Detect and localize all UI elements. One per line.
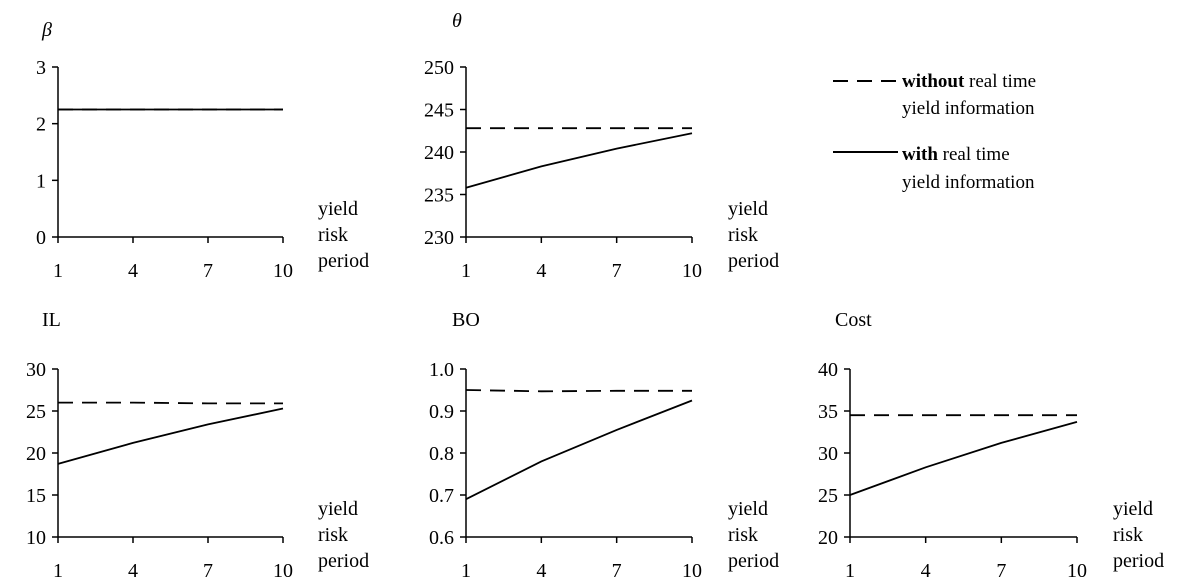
x-axis-label-line: yield bbox=[1113, 498, 1153, 520]
y-tick-label: 245 bbox=[424, 100, 454, 122]
y-tick-label: 3 bbox=[36, 57, 46, 79]
series-line-solid bbox=[465, 132, 693, 189]
series-line-solid bbox=[57, 407, 284, 465]
y-tick-label: 0.6 bbox=[429, 527, 454, 549]
x-axis-label-line: yield bbox=[318, 198, 358, 220]
y-tick-label: 40 bbox=[818, 359, 838, 381]
x-tick-label: 7 bbox=[996, 560, 1006, 582]
x-axis-label-line: period bbox=[728, 250, 779, 272]
y-tick-label: 0.9 bbox=[429, 401, 454, 423]
chart-title: IL bbox=[42, 309, 61, 331]
x-tick-label: 1 bbox=[53, 560, 63, 582]
series-line-dashed bbox=[58, 401, 283, 405]
legend-label-without-line1: without real time bbox=[902, 71, 1036, 92]
y-tick-label: 25 bbox=[26, 401, 46, 423]
legend-item-with: with real time yield information bbox=[833, 144, 1035, 193]
y-tick-label: 20 bbox=[818, 527, 838, 549]
series-line-dashed bbox=[465, 389, 692, 393]
y-tick-label: 0.8 bbox=[429, 443, 454, 465]
x-tick-label: 10 bbox=[273, 560, 293, 582]
x-axis-label-line: period bbox=[1113, 550, 1164, 572]
x-axis-label-line: risk bbox=[1113, 524, 1143, 546]
y-tick-label: 0.7 bbox=[429, 485, 454, 507]
x-axis-label-line: yield bbox=[728, 498, 768, 520]
legend-label-with-line2: yield information bbox=[902, 172, 1035, 193]
x-tick-label: 4 bbox=[536, 560, 546, 582]
y-tick-label: 1.0 bbox=[429, 359, 454, 381]
legend-label-with-line1: with real time bbox=[902, 144, 1010, 165]
chart-legend: without real time yield information with… bbox=[833, 71, 1036, 193]
y-tick-label: 230 bbox=[424, 227, 454, 249]
x-axis-label-line: risk bbox=[728, 224, 758, 246]
x-tick-label: 1 bbox=[461, 560, 471, 582]
x-axis-label-line: period bbox=[318, 550, 369, 572]
chart-title: θ bbox=[452, 10, 462, 32]
y-tick-label: 250 bbox=[424, 57, 454, 79]
chart-panel-theta: θ 230 235 240 245 250 1 4 7 10 yield risk period bbox=[424, 10, 779, 282]
legend-item-without: without real time yield information bbox=[833, 71, 1036, 119]
y-tick-label: 10 bbox=[26, 527, 46, 549]
y-tick-label: 2 bbox=[36, 114, 46, 136]
x-tick-label: 7 bbox=[612, 560, 622, 582]
x-axis-label-line: yield bbox=[318, 498, 358, 520]
x-tick-label: 10 bbox=[682, 260, 702, 282]
x-tick-label: 7 bbox=[203, 260, 213, 282]
x-axis-label-line: period bbox=[318, 250, 369, 272]
y-tick-label: 15 bbox=[26, 485, 46, 507]
y-tick-label: 1 bbox=[36, 170, 46, 192]
x-axis-label-line: period bbox=[728, 550, 779, 572]
x-tick-label: 4 bbox=[128, 260, 138, 282]
x-tick-label: 10 bbox=[1067, 560, 1087, 582]
legend-label-without-line2: yield information bbox=[902, 98, 1035, 119]
x-tick-label: 4 bbox=[921, 560, 931, 582]
x-tick-label: 4 bbox=[128, 560, 138, 582]
x-tick-label: 10 bbox=[682, 560, 702, 582]
series-line-solid bbox=[465, 399, 693, 501]
chart-panel-il: IL 10 15 20 25 30 1 4 7 10 yield risk period bbox=[26, 309, 369, 582]
x-tick-label: 1 bbox=[461, 260, 471, 282]
series-line-solid bbox=[849, 421, 1078, 496]
x-axis-label-line: risk bbox=[318, 524, 348, 546]
x-axis-label-line: risk bbox=[318, 224, 348, 246]
chart-title: BO bbox=[452, 309, 480, 331]
x-axis-label-line: yield bbox=[728, 198, 768, 220]
y-tick-label: 0 bbox=[36, 227, 46, 249]
chart-title: Cost bbox=[835, 309, 872, 331]
chart-title: β bbox=[41, 19, 52, 41]
chart-panel-bo: BO 0.6 0.7 0.8 0.9 1.0 1 4 7 10 yield risk period bbox=[429, 309, 779, 582]
x-tick-label: 7 bbox=[612, 260, 622, 282]
x-tick-label: 7 bbox=[203, 560, 213, 582]
y-tick-label: 30 bbox=[26, 359, 46, 381]
x-tick-label: 4 bbox=[536, 260, 546, 282]
y-tick-label: 240 bbox=[424, 142, 454, 164]
y-tick-label: 30 bbox=[818, 443, 838, 465]
x-axis-label-line: risk bbox=[728, 524, 758, 546]
x-tick-label: 1 bbox=[845, 560, 855, 582]
y-tick-label: 235 bbox=[424, 185, 454, 207]
x-tick-label: 10 bbox=[273, 260, 293, 282]
x-tick-label: 1 bbox=[53, 260, 63, 282]
y-tick-label: 35 bbox=[818, 401, 838, 423]
y-tick-label: 25 bbox=[818, 485, 838, 507]
chart-panel-cost: Cost 20 25 30 35 40 1 4 7 10 yield risk period bbox=[818, 309, 1164, 582]
y-tick-label: 20 bbox=[26, 443, 46, 465]
